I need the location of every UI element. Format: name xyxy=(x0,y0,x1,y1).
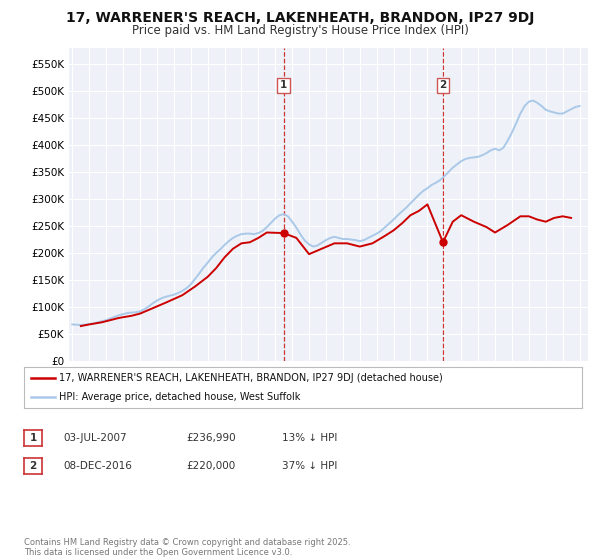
Text: 1: 1 xyxy=(280,80,287,90)
Text: £236,990: £236,990 xyxy=(186,433,236,443)
Text: 1: 1 xyxy=(29,433,37,443)
Text: 17, WARRENER'S REACH, LAKENHEATH, BRANDON, IP27 9DJ (detached house): 17, WARRENER'S REACH, LAKENHEATH, BRANDO… xyxy=(59,373,442,383)
Text: 37% ↓ HPI: 37% ↓ HPI xyxy=(282,461,337,471)
Text: 2: 2 xyxy=(29,461,37,471)
Text: £220,000: £220,000 xyxy=(186,461,235,471)
Text: 2: 2 xyxy=(439,80,446,90)
Text: 03-JUL-2007: 03-JUL-2007 xyxy=(63,433,127,443)
Text: Contains HM Land Registry data © Crown copyright and database right 2025.
This d: Contains HM Land Registry data © Crown c… xyxy=(24,538,350,557)
Text: 13% ↓ HPI: 13% ↓ HPI xyxy=(282,433,337,443)
Text: 17, WARRENER'S REACH, LAKENHEATH, BRANDON, IP27 9DJ: 17, WARRENER'S REACH, LAKENHEATH, BRANDO… xyxy=(66,11,534,25)
Text: 08-DEC-2016: 08-DEC-2016 xyxy=(63,461,132,471)
Text: HPI: Average price, detached house, West Suffolk: HPI: Average price, detached house, West… xyxy=(59,392,300,402)
Text: Price paid vs. HM Land Registry's House Price Index (HPI): Price paid vs. HM Land Registry's House … xyxy=(131,24,469,36)
